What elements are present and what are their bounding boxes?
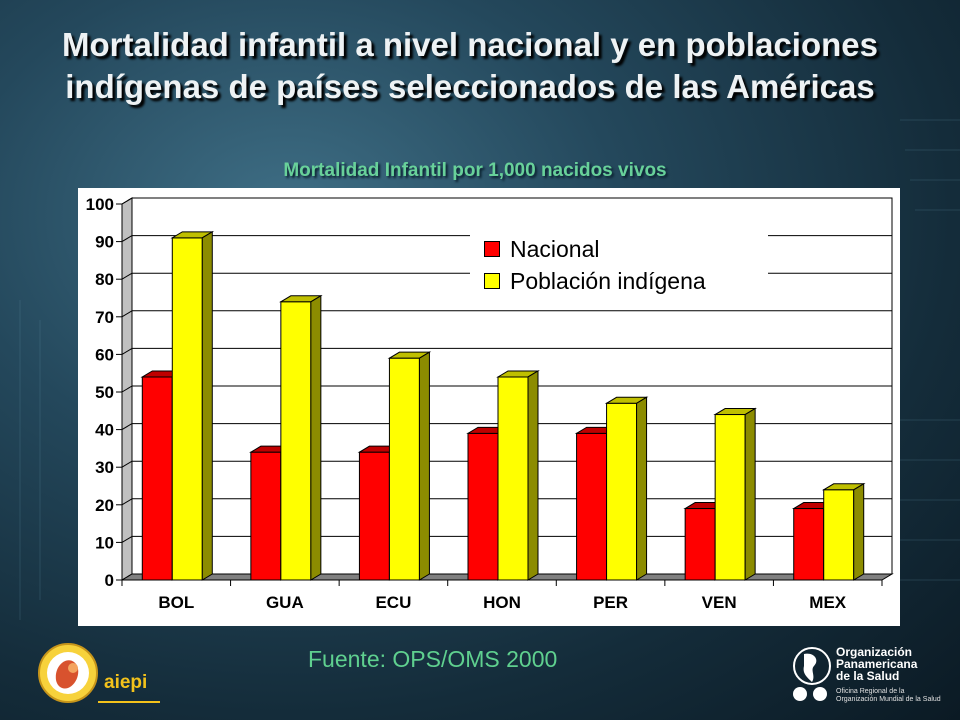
y-tick-label: 20 xyxy=(95,496,114,515)
x-tick-label: GUA xyxy=(266,593,304,612)
legend-label-nacional: Nacional xyxy=(510,235,600,262)
y-tick-label: 10 xyxy=(95,533,114,552)
bar-gua-1 xyxy=(280,301,312,581)
bar-side-per-1 xyxy=(636,396,648,581)
bar-bol-0 xyxy=(141,376,173,581)
bar-ecu-0 xyxy=(358,451,390,581)
bar-side-mex-1 xyxy=(853,482,865,581)
source-note: Fuente: OPS/OMS 2000 xyxy=(308,646,558,672)
y-tick-label: 100 xyxy=(86,195,114,214)
bar-side-ecu-1 xyxy=(418,351,430,581)
bar-side-gua-1 xyxy=(310,294,322,581)
y-tick-label: 80 xyxy=(95,270,114,289)
y-tick-label: 50 xyxy=(95,383,114,402)
legend-swatch-nacional xyxy=(484,241,500,257)
gridline-side xyxy=(121,310,133,318)
legend-item-poblacion-indigena: Población indígena xyxy=(484,266,706,296)
bar-bol-1 xyxy=(171,237,203,581)
legend-item-nacional: Nacional xyxy=(484,234,600,264)
gridline-side xyxy=(121,385,133,393)
bar-ven-1 xyxy=(714,414,746,581)
ops-logo xyxy=(793,647,831,701)
x-tick-label: MEX xyxy=(809,593,847,612)
gridline-side xyxy=(121,272,133,280)
legend-label-poblacion-indigena: Población indígena xyxy=(510,267,706,294)
x-tick-label: VEN xyxy=(702,593,737,612)
y-tick-label: 60 xyxy=(95,345,114,364)
gridline-side xyxy=(121,235,133,243)
bar-hon-1 xyxy=(497,376,529,581)
bar-gua-0 xyxy=(250,451,282,581)
x-tick-label: ECU xyxy=(375,593,411,612)
gridline-side xyxy=(121,197,133,205)
bar-side-ven-1 xyxy=(744,407,756,581)
aiepi-logo-text: aiepi xyxy=(104,672,148,693)
y-tick-label: 70 xyxy=(95,308,114,327)
bar-hon-0 xyxy=(467,432,499,581)
gridline-side xyxy=(121,423,133,431)
aiepi-logo xyxy=(38,643,160,703)
bar-per-0 xyxy=(576,432,608,581)
bar-side-hon-1 xyxy=(527,370,539,581)
gridline-side xyxy=(121,535,133,543)
y-tick-label: 30 xyxy=(95,458,114,477)
x-tick-label: BOL xyxy=(158,593,194,612)
ops-logo-name: Organización Panamericana de la Salud xyxy=(836,645,918,683)
x-tick-label: HON xyxy=(483,593,521,612)
bar-side-bol-1 xyxy=(201,230,213,581)
y-tick-label: 0 xyxy=(105,571,114,590)
bar-mex-0 xyxy=(793,508,825,581)
bar-ven-0 xyxy=(684,508,716,581)
gridline-side xyxy=(121,460,133,468)
gridline-side xyxy=(121,347,133,355)
bar-ecu-1 xyxy=(388,357,420,581)
gridline-side xyxy=(121,498,133,506)
legend-swatch-poblacion-indigena xyxy=(484,273,500,289)
bar-mex-1 xyxy=(823,489,855,581)
y-tick-label: 90 xyxy=(95,233,114,252)
slide-title: Mortalidad infantil a nivel nacional y e… xyxy=(62,26,878,105)
y-tick-label: 40 xyxy=(95,421,114,440)
bar-per-1 xyxy=(606,402,638,581)
chart-title: Mortalidad Infantil por 1,000 nacidos vi… xyxy=(283,160,667,181)
x-tick-label: PER xyxy=(593,593,628,612)
chart-legend: Nacional Población indígena xyxy=(470,230,768,302)
ops-logo-subtitle: Oficina Regional de la Organización Mund… xyxy=(836,688,941,703)
